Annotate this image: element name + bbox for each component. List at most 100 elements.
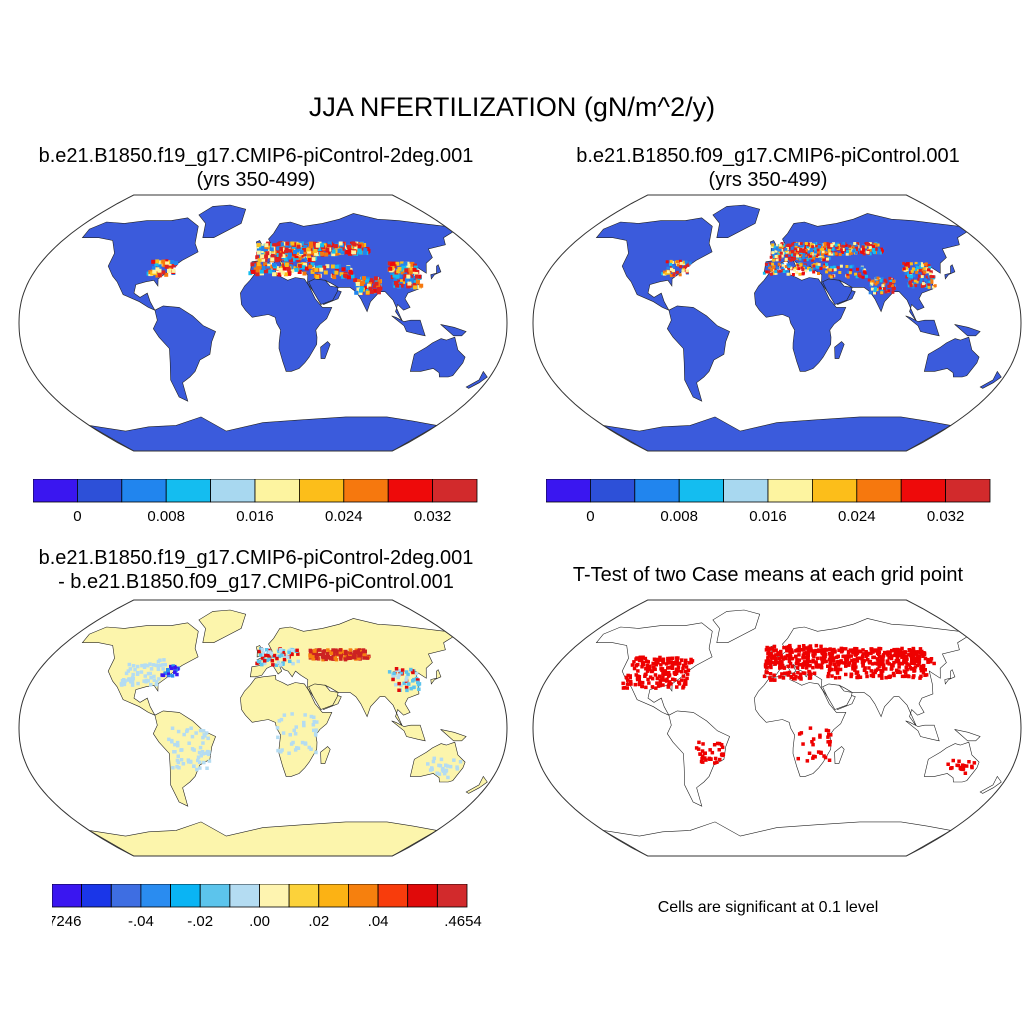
grid-cell bbox=[264, 248, 269, 253]
grid-cell bbox=[847, 661, 852, 665]
grid-cell bbox=[129, 680, 133, 684]
grid-cell bbox=[877, 664, 881, 669]
grid-cell bbox=[770, 245, 774, 249]
grid-cell bbox=[854, 243, 858, 247]
grid-cell bbox=[415, 280, 420, 285]
grid-cell bbox=[674, 671, 679, 676]
grid-cell bbox=[772, 271, 776, 275]
grid-cell bbox=[765, 645, 769, 650]
map-case1 bbox=[18, 194, 508, 452]
grid-cell bbox=[712, 743, 717, 747]
grid-cell bbox=[880, 291, 884, 295]
grid-cell bbox=[815, 656, 820, 661]
grid-cell bbox=[397, 273, 402, 278]
grid-cell bbox=[882, 650, 887, 655]
grid-cell bbox=[394, 667, 399, 671]
grid-cell bbox=[889, 282, 892, 286]
grid-cell bbox=[855, 651, 860, 655]
grid-cell bbox=[162, 658, 166, 662]
grid-cell bbox=[921, 663, 926, 668]
grid-cell bbox=[902, 261, 906, 265]
grid-cell bbox=[861, 251, 865, 254]
grid-cell bbox=[802, 660, 807, 664]
grid-cell bbox=[139, 670, 144, 674]
grid-cell bbox=[325, 652, 329, 656]
grid-cell bbox=[287, 648, 292, 653]
grid-cell bbox=[769, 665, 773, 670]
grid-cell bbox=[776, 266, 780, 270]
grid-cell bbox=[779, 653, 783, 658]
grid-cell bbox=[780, 254, 784, 258]
grid-cell bbox=[957, 759, 961, 763]
grid-cell bbox=[667, 670, 671, 675]
grid-cell bbox=[377, 279, 382, 284]
grid-cell bbox=[404, 685, 409, 690]
grid-cell bbox=[354, 245, 359, 250]
grid-cell bbox=[822, 265, 826, 269]
grid-cell bbox=[788, 648, 793, 653]
grid-cell bbox=[333, 251, 338, 256]
grid-cell bbox=[304, 266, 309, 271]
grid-cell bbox=[930, 280, 934, 284]
grid-cell bbox=[832, 269, 836, 273]
land-northamerica bbox=[81, 217, 199, 311]
grid-cell bbox=[403, 261, 408, 266]
grid-cell bbox=[826, 729, 831, 733]
grid-cell bbox=[867, 661, 872, 665]
grid-cell bbox=[833, 667, 837, 672]
grid-cell bbox=[177, 766, 181, 770]
grid-cell bbox=[896, 669, 900, 673]
grid-cell bbox=[143, 674, 147, 678]
globe-outline bbox=[532, 599, 1022, 857]
grid-cell bbox=[854, 272, 858, 276]
grid-cell bbox=[919, 277, 923, 281]
grid-cell bbox=[684, 679, 688, 683]
grid-cell bbox=[961, 766, 966, 771]
grid-cell bbox=[352, 250, 356, 255]
grid-cell bbox=[801, 256, 805, 260]
grid-cell bbox=[837, 648, 841, 652]
grid-cell bbox=[863, 668, 867, 672]
grid-cell bbox=[414, 272, 419, 276]
colorbar-box bbox=[723, 479, 769, 503]
grid-cell bbox=[175, 758, 180, 763]
grid-cell bbox=[288, 659, 292, 664]
grid-cell bbox=[388, 266, 393, 271]
grid-cell bbox=[775, 244, 779, 248]
grid-cell bbox=[358, 250, 363, 255]
grid-cell bbox=[855, 247, 859, 251]
grid-cell bbox=[892, 647, 896, 652]
grid-cell bbox=[782, 243, 786, 247]
grid-cell bbox=[368, 286, 373, 291]
grid-cell bbox=[295, 648, 299, 653]
grid-cell bbox=[643, 672, 648, 677]
grid-cell bbox=[897, 661, 901, 666]
grid-cell bbox=[807, 252, 810, 256]
grid-cell bbox=[663, 672, 667, 676]
grid-cell bbox=[646, 677, 650, 682]
grid-cell bbox=[144, 678, 149, 683]
grid-cell bbox=[281, 651, 285, 655]
land-arabia bbox=[822, 278, 853, 305]
grid-cell bbox=[824, 659, 828, 664]
grid-cell bbox=[808, 664, 812, 668]
grid-cell bbox=[782, 645, 786, 650]
grid-cell bbox=[687, 661, 691, 665]
grid-cell bbox=[666, 656, 670, 661]
grid-cell bbox=[331, 653, 335, 657]
grid-cell bbox=[778, 248, 782, 252]
grid-cell bbox=[912, 669, 916, 673]
grid-cell bbox=[268, 269, 273, 274]
grid-cell bbox=[127, 662, 132, 667]
grid-cell bbox=[405, 261, 410, 266]
grid-cell bbox=[201, 752, 206, 756]
grid-cell bbox=[353, 650, 357, 654]
grid-cell bbox=[344, 651, 348, 656]
grid-cell bbox=[819, 664, 824, 668]
grid-cell bbox=[799, 242, 803, 246]
grid-cell bbox=[779, 251, 783, 255]
grid-cell bbox=[275, 654, 280, 658]
grid-cell bbox=[161, 663, 165, 667]
grid-cell bbox=[291, 740, 295, 745]
grid-cell bbox=[676, 263, 680, 267]
